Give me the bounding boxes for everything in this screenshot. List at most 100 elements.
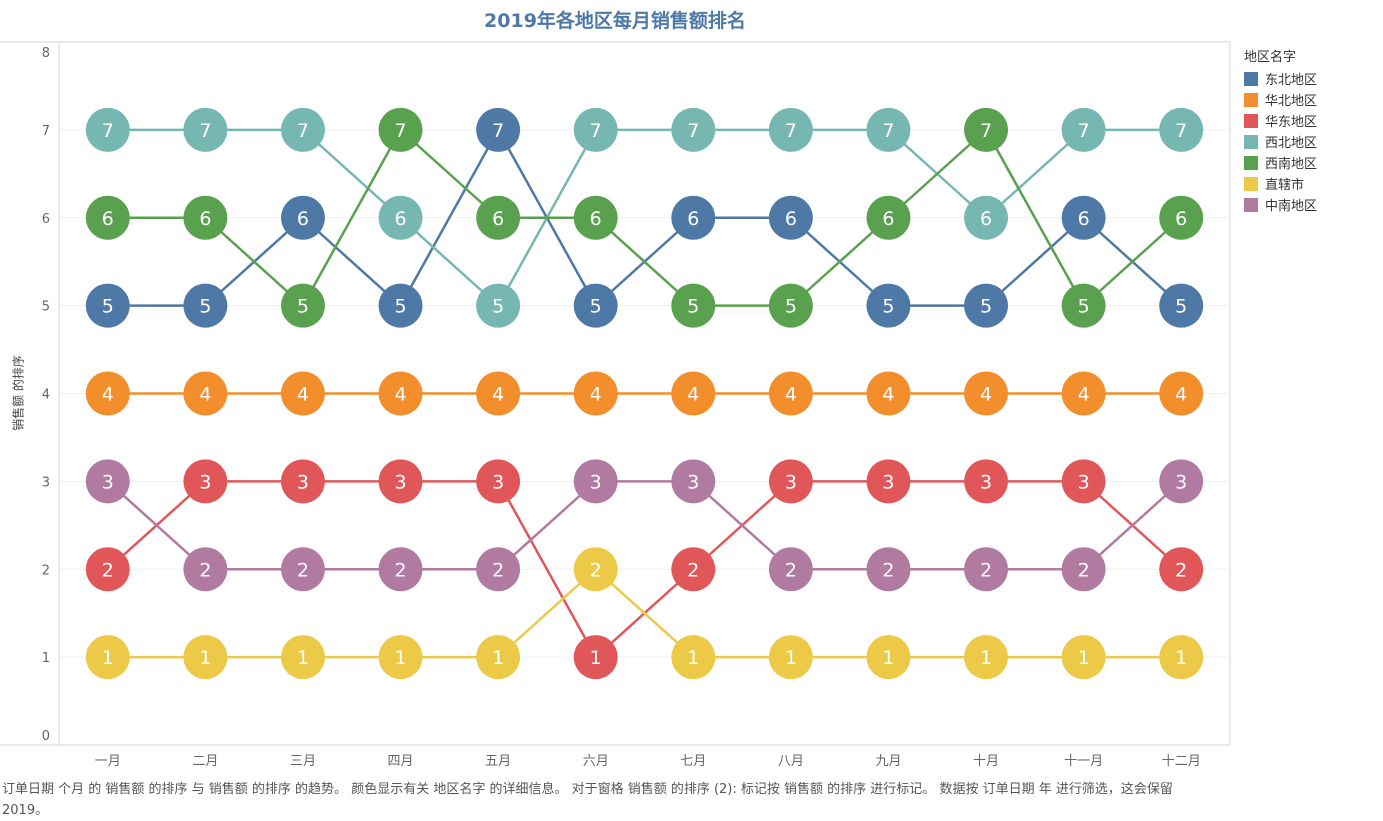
legend-swatch	[1244, 113, 1258, 128]
data-label: 2	[1175, 559, 1187, 581]
data-label: 3	[199, 471, 211, 493]
y-tick-label: 4	[42, 388, 50, 403]
data-label: 5	[590, 296, 602, 318]
data-label: 2	[785, 559, 797, 581]
data-point	[573, 459, 618, 504]
data-point	[768, 195, 813, 240]
data-point	[1159, 107, 1204, 152]
data-point	[768, 283, 813, 328]
data-label: 5	[394, 296, 406, 318]
data-label: 5	[687, 296, 699, 318]
data-point	[768, 371, 813, 416]
data-label: 2	[297, 559, 309, 581]
x-tick-label: 五月	[485, 754, 511, 769]
data-point	[1159, 547, 1204, 592]
data-point	[768, 459, 813, 504]
data-label: 5	[1175, 296, 1187, 318]
data-label: 4	[785, 384, 797, 406]
data-label: 6	[102, 208, 114, 230]
data-point	[1061, 283, 1106, 328]
x-tick-label: 一月	[95, 754, 121, 769]
data-point	[85, 371, 130, 416]
data-point	[1159, 635, 1204, 680]
data-point	[1159, 195, 1204, 240]
data-label: 1	[297, 647, 309, 669]
data-point	[280, 283, 325, 328]
data-label: 5	[199, 296, 211, 318]
data-point	[85, 635, 130, 680]
data-point	[280, 195, 325, 240]
data-point	[964, 547, 1009, 592]
data-label: 1	[102, 647, 114, 669]
data-point	[573, 635, 618, 680]
data-point	[1061, 547, 1106, 592]
data-label: 1	[590, 647, 602, 669]
chart-title: 2019年各地区每月销售额排名	[484, 10, 746, 32]
data-label: 6	[1078, 208, 1090, 230]
y-tick-label: 2	[42, 563, 50, 578]
data-label: 3	[882, 471, 894, 493]
legend-swatch	[1244, 197, 1258, 212]
data-point	[964, 107, 1009, 152]
legend-item[interactable]: 华北地区	[1244, 89, 1317, 110]
data-label: 6	[882, 208, 894, 230]
legend-label: 中南地区	[1265, 199, 1318, 214]
legend-item[interactable]: 东北地区	[1244, 68, 1317, 89]
data-point	[85, 459, 130, 504]
data-label: 1	[394, 647, 406, 669]
data-point	[85, 547, 130, 592]
data-point	[280, 459, 325, 504]
legend-label: 东北地区	[1265, 73, 1318, 88]
data-label: 4	[1175, 384, 1187, 406]
x-tick-label: 十月	[973, 754, 999, 769]
data-point	[768, 107, 813, 152]
y-tick-label: 1	[42, 651, 50, 666]
data-label: 6	[980, 208, 992, 230]
legend-label: 直辖市	[1265, 178, 1305, 193]
data-label: 4	[102, 384, 114, 406]
data-point	[183, 107, 228, 152]
data-point	[183, 459, 228, 504]
data-point	[378, 107, 423, 152]
y-tick-label: 7	[42, 124, 50, 139]
data-point	[573, 107, 618, 152]
legend-item[interactable]: 直辖市	[1244, 173, 1317, 194]
legend-item[interactable]: 中南地区	[1244, 194, 1317, 215]
legend-swatch	[1244, 71, 1258, 86]
data-label: 4	[590, 384, 602, 406]
legend-swatch	[1244, 92, 1258, 107]
data-point	[573, 195, 618, 240]
data-label: 4	[492, 384, 504, 406]
data-label: 5	[980, 296, 992, 318]
y-tick-label: 6	[42, 212, 50, 227]
legend-item[interactable]: 西南地区	[1244, 152, 1317, 173]
data-point	[671, 195, 716, 240]
legend: 地区名字 东北地区 华北地区 华东地区 西北地区西南地区直辖市中南地区	[1244, 46, 1317, 215]
series-line	[106, 480, 1183, 571]
y-tick-label: 3	[42, 475, 50, 490]
x-tick-label: 九月	[875, 754, 901, 769]
data-label: 7	[1175, 120, 1187, 142]
data-label: 3	[492, 471, 504, 493]
data-point	[671, 547, 716, 592]
legend-item[interactable]: 华东地区	[1244, 110, 1317, 131]
data-point	[671, 371, 716, 416]
data-label: 6	[394, 208, 406, 230]
data-point	[280, 547, 325, 592]
legend-label: 西南地区	[1265, 157, 1318, 172]
data-point	[85, 195, 130, 240]
data-label: 7	[687, 120, 699, 142]
data-point	[964, 459, 1009, 504]
data-label: 6	[687, 208, 699, 230]
legend-item[interactable]: 西北地区	[1244, 131, 1317, 152]
data-label: 1	[687, 647, 699, 669]
data-point	[866, 371, 911, 416]
data-label: 4	[687, 384, 699, 406]
data-label: 1	[882, 647, 894, 669]
legend-title: 地区名字	[1244, 50, 1297, 65]
data-label: 5	[882, 296, 894, 318]
data-label: 2	[102, 559, 114, 581]
legend-swatch	[1244, 176, 1258, 191]
data-label: 7	[882, 120, 894, 142]
